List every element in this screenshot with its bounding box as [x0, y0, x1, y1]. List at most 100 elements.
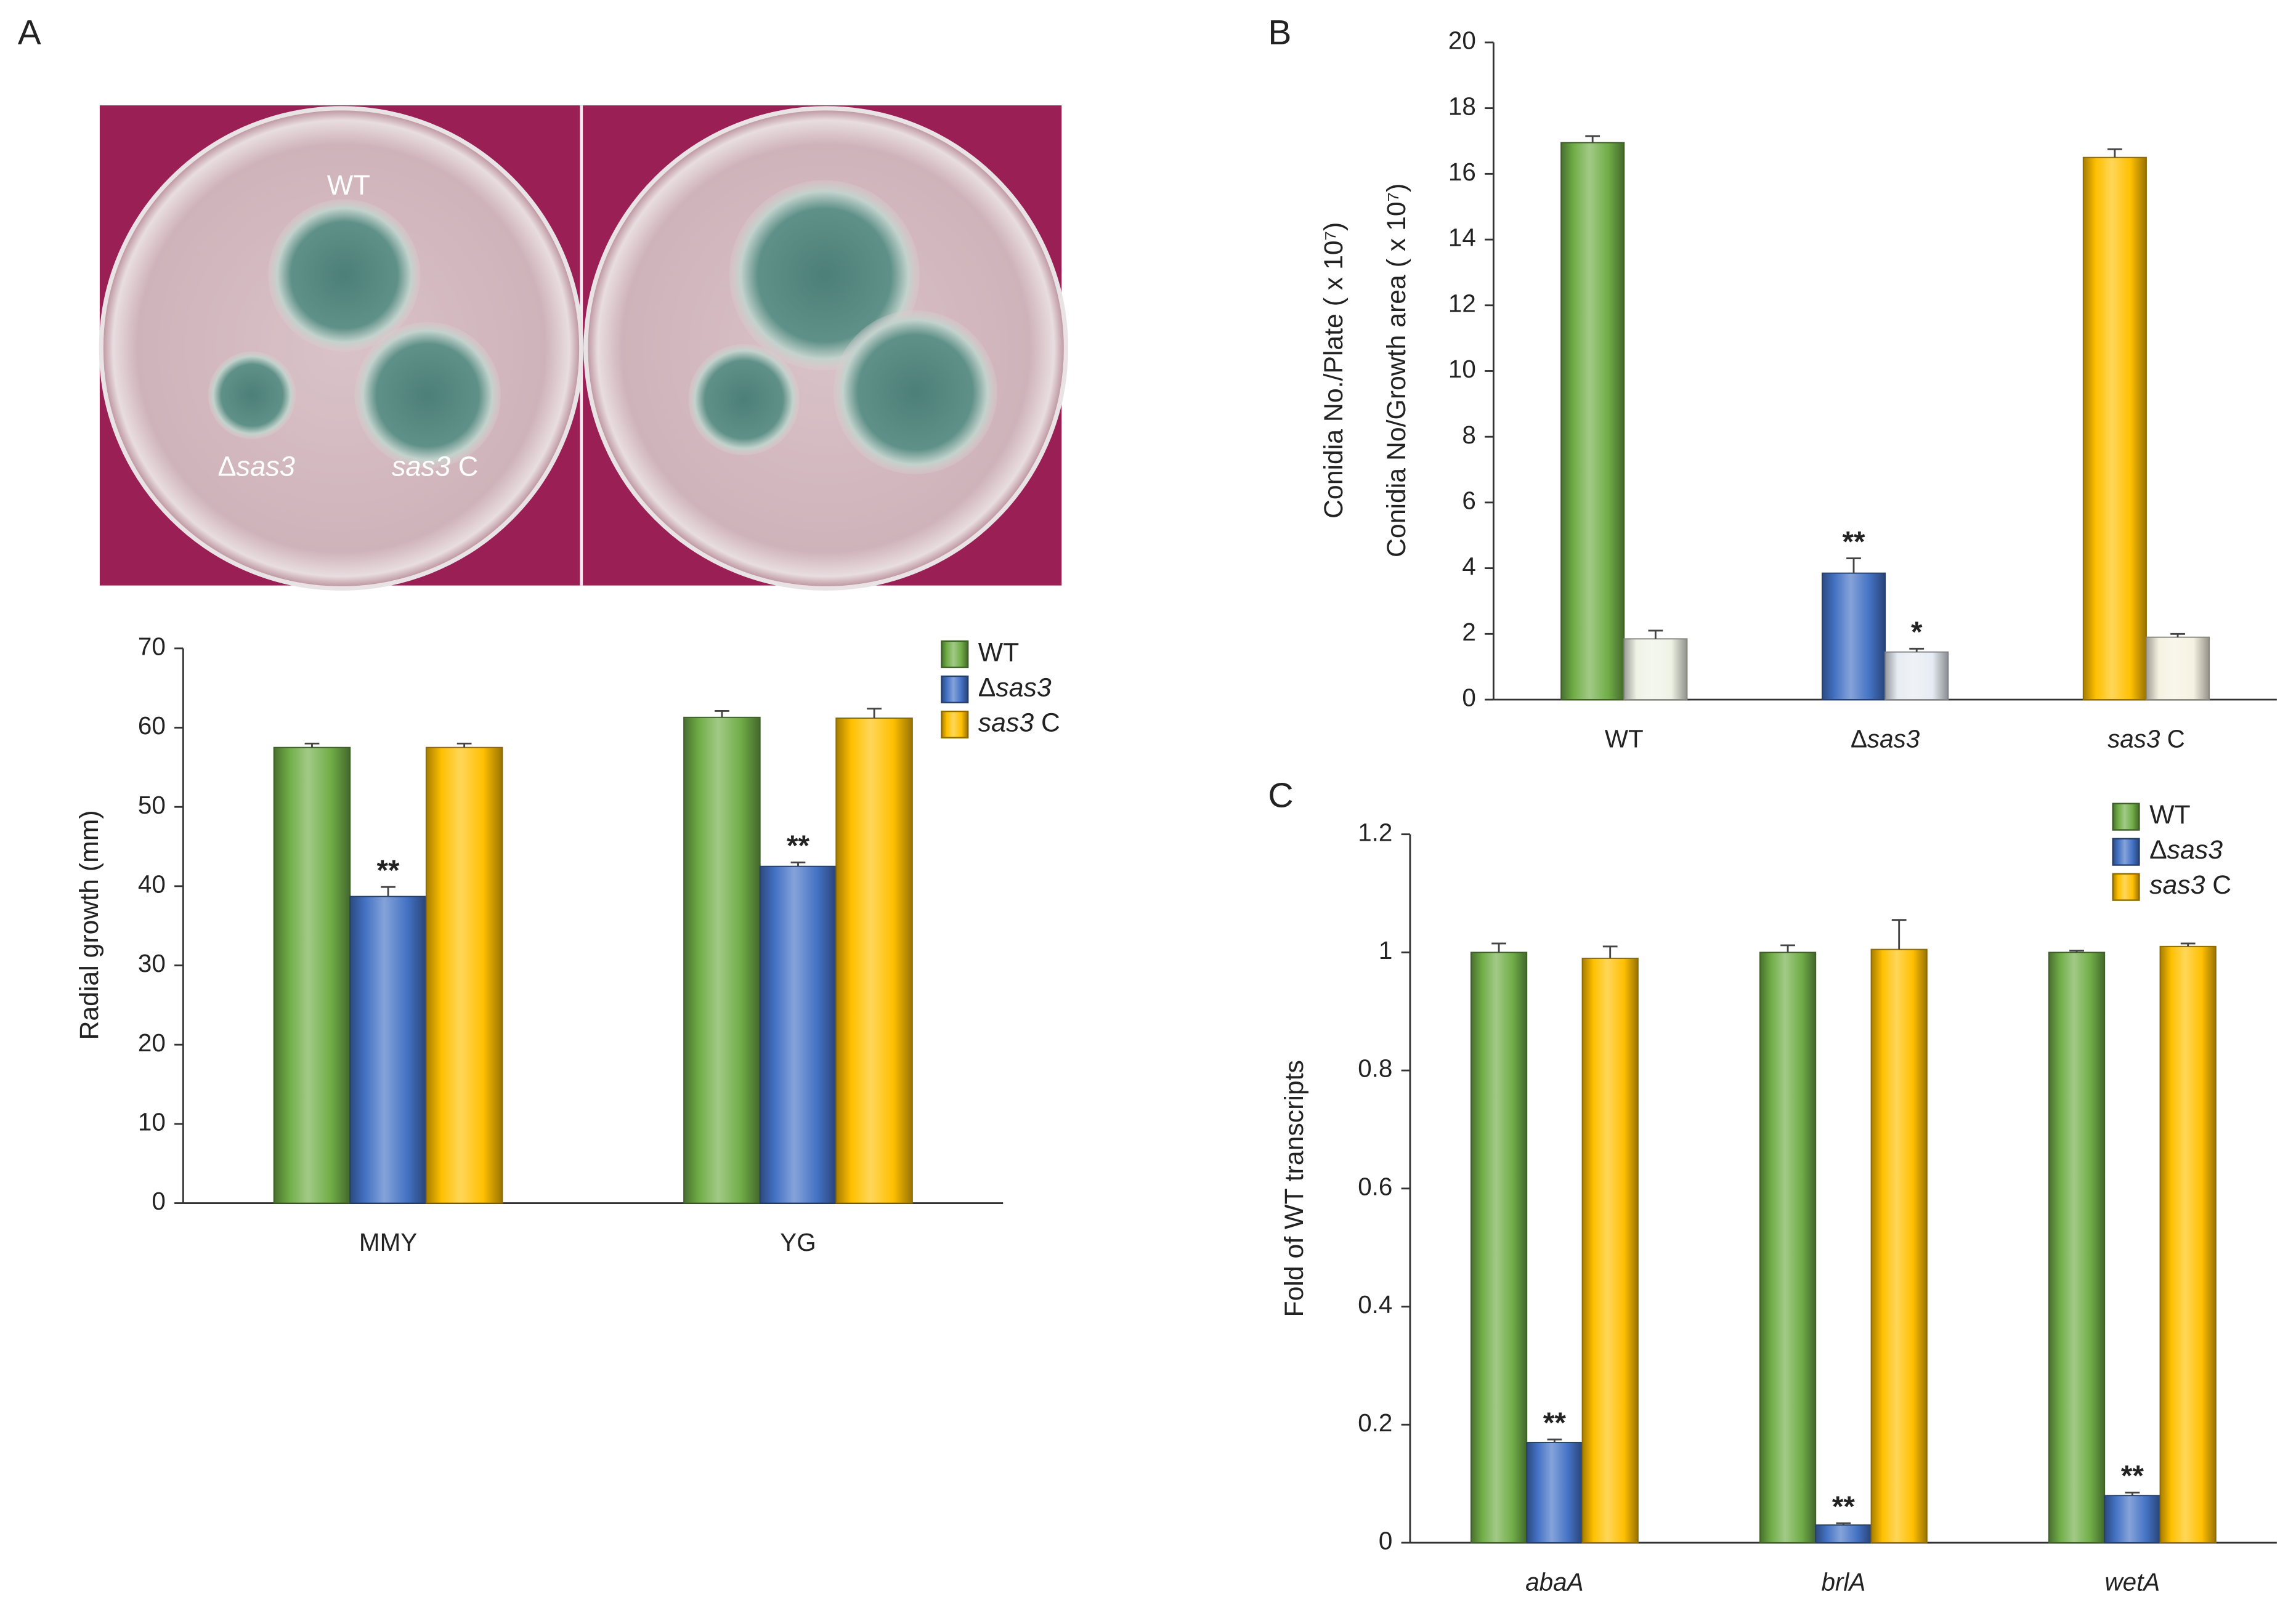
error-bar [2069, 950, 2084, 953]
x-tick-label: sas3 C [2107, 724, 2185, 753]
legend-swatch [2112, 873, 2140, 901]
y-tick-label: 0.8 [1358, 1054, 1392, 1083]
legend-label: sas3 C [978, 708, 1060, 738]
x-tick-label: WT [1605, 724, 1644, 753]
significance-label: ** [1832, 1490, 1855, 1523]
panel-label: C [1268, 775, 1293, 815]
colony [208, 351, 296, 439]
bar [759, 865, 837, 1204]
bar [2048, 952, 2106, 1543]
error-bar [2180, 942, 2196, 947]
bar [1581, 958, 1639, 1543]
error-bar [2107, 148, 2122, 158]
error-bar [1909, 647, 1925, 652]
y-tick-label: 14 [1448, 224, 1476, 252]
x-tick-label: brlA [1821, 1567, 1865, 1596]
error-bar [1602, 945, 1618, 958]
bar [1560, 142, 1625, 700]
x-tick-label: wetA [2104, 1567, 2160, 1596]
colony [688, 344, 800, 456]
significance-label: ** [377, 854, 400, 887]
y-tick-label: 40 [138, 870, 166, 899]
error-bar [1547, 1438, 1562, 1442]
y-tick-label: 0 [1379, 1527, 1392, 1555]
error-bar [1648, 629, 1663, 639]
photo: WT Δsas3 sas3 C [99, 105, 1068, 591]
bar [1623, 638, 1688, 700]
bar [2145, 636, 2210, 700]
error-bar [2170, 633, 2185, 637]
legend-swatch [941, 710, 969, 738]
bar [683, 716, 761, 1204]
y-tick-label: 0.4 [1358, 1290, 1392, 1319]
significance-label: ** [1843, 525, 1865, 558]
y-axis-label: Conidia No./Plate ( x 10⁷) [1319, 222, 1349, 519]
x-tick-label: MMY [359, 1228, 417, 1256]
colony [354, 321, 501, 469]
y-tick-label: 0.2 [1358, 1409, 1392, 1437]
bar [1815, 1524, 1872, 1543]
colony [833, 310, 997, 475]
y-tick-label: 60 [138, 711, 166, 740]
bar [2082, 156, 2147, 700]
photo-label: sas3 C [392, 450, 479, 482]
y-axis-label: Fold of WT transcripts [1280, 1060, 1309, 1317]
legend-label: WT [2149, 800, 2191, 830]
y-tick-label: 10 [1448, 355, 1476, 383]
bar [2159, 945, 2217, 1543]
legend-swatch [2112, 838, 2140, 866]
photo-label: WT [327, 169, 370, 201]
legend-label: Δsas3 [978, 673, 1052, 703]
legend-label: sas3 C [2149, 871, 2231, 900]
error-bar [1780, 944, 1795, 953]
bar [1884, 651, 1949, 700]
y-tick-label: 6 [1462, 487, 1475, 515]
legend-label: WT [978, 638, 1019, 668]
y-tick-label: 2 [1462, 618, 1475, 646]
y-tick-label: 0 [152, 1187, 165, 1215]
error-bar [1836, 1522, 1851, 1526]
error-bar [1491, 942, 1506, 953]
y-tick-label: 50 [138, 791, 166, 819]
error-bar [715, 710, 729, 718]
y-tick-label: 1 [1379, 936, 1392, 964]
y-tick-label: 30 [138, 949, 166, 977]
significance-label: ** [2121, 1460, 2144, 1492]
error-bar [1891, 919, 1907, 950]
photo-label: Δsas3 [217, 450, 295, 482]
bar [425, 746, 503, 1204]
x-tick-label: Δsas3 [1851, 724, 1920, 753]
bar [2104, 1495, 2161, 1543]
y-tick-label: 8 [1462, 421, 1475, 449]
bar [1470, 952, 1528, 1543]
y-tick-label: 18 [1448, 92, 1476, 120]
panel-label: B [1268, 13, 1291, 52]
bar [1821, 572, 1886, 700]
y-tick-label: 0.6 [1358, 1172, 1392, 1200]
y-tick-label: 16 [1448, 158, 1476, 186]
bar [1526, 1442, 1583, 1543]
legend-swatch [941, 640, 969, 668]
error-bar [1846, 557, 1861, 573]
error-bar [2125, 1492, 2140, 1496]
significance-label: * [1911, 616, 1923, 649]
y-axis-label: Conidia No/Growth area ( x 10⁷) [1382, 184, 1411, 557]
significance-label: ** [787, 830, 809, 862]
x-tick-label: YG [780, 1228, 816, 1256]
panel-label: A [18, 13, 41, 52]
significance-label: ** [1543, 1407, 1566, 1439]
y-tick-label: 70 [138, 633, 166, 661]
legend-swatch [941, 675, 969, 703]
y-tick-label: 0 [1462, 684, 1475, 712]
legend-label: Δsas3 [2149, 835, 2223, 865]
y-tick-label: 1.2 [1358, 818, 1392, 846]
bar [1759, 952, 1817, 1543]
x-tick-label: abaA [1525, 1567, 1583, 1596]
colony [268, 199, 421, 352]
error-bar [381, 886, 396, 897]
y-tick-label: 4 [1462, 552, 1475, 580]
error-bar [456, 742, 472, 748]
bar [1870, 948, 1928, 1543]
bar [349, 895, 427, 1204]
